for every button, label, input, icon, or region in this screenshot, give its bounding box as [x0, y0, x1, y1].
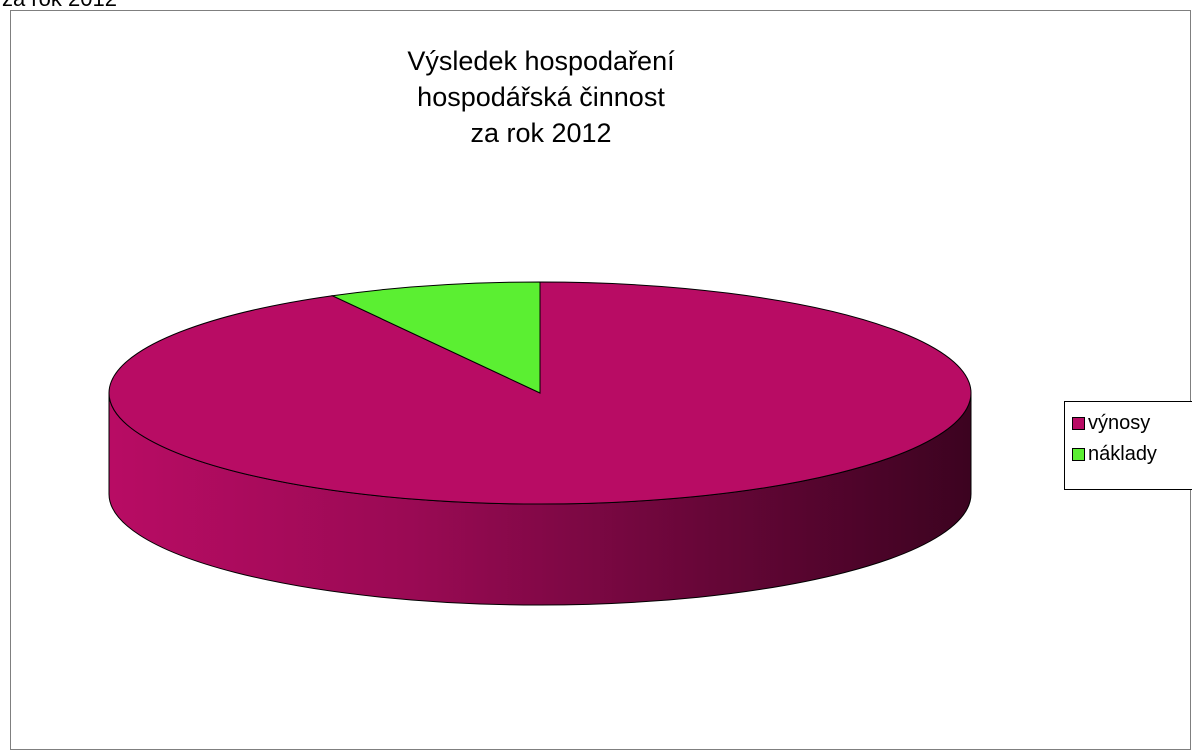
chart-title-line-3: za rok 2012 [470, 118, 612, 148]
legend-swatch-naklady [1072, 448, 1085, 461]
legend-label-naklady: náklady [1088, 443, 1157, 465]
chart-title-line-2: hospodářská činnost [417, 82, 665, 112]
legend-item-naklady: náklady [1072, 439, 1192, 470]
legend-swatch-vynosy [1072, 417, 1085, 430]
chart-title-line-1: Výsledek hospodaření [407, 46, 675, 76]
legend-item-vynosy: výnosy [1072, 408, 1192, 439]
pie-slice-naklady [330, 281, 541, 394]
clipped-caption: za rok 2012 [2, 0, 117, 12]
legend-label-vynosy: výnosy [1088, 412, 1151, 434]
legend: výnosy náklady [1064, 401, 1192, 490]
chart-area: Výsledek hospodaření hospodářská činnost… [10, 10, 1192, 750]
chart-title: Výsledek hospodaření hospodářská činnost… [351, 43, 731, 151]
pie-chart [108, 281, 972, 606]
